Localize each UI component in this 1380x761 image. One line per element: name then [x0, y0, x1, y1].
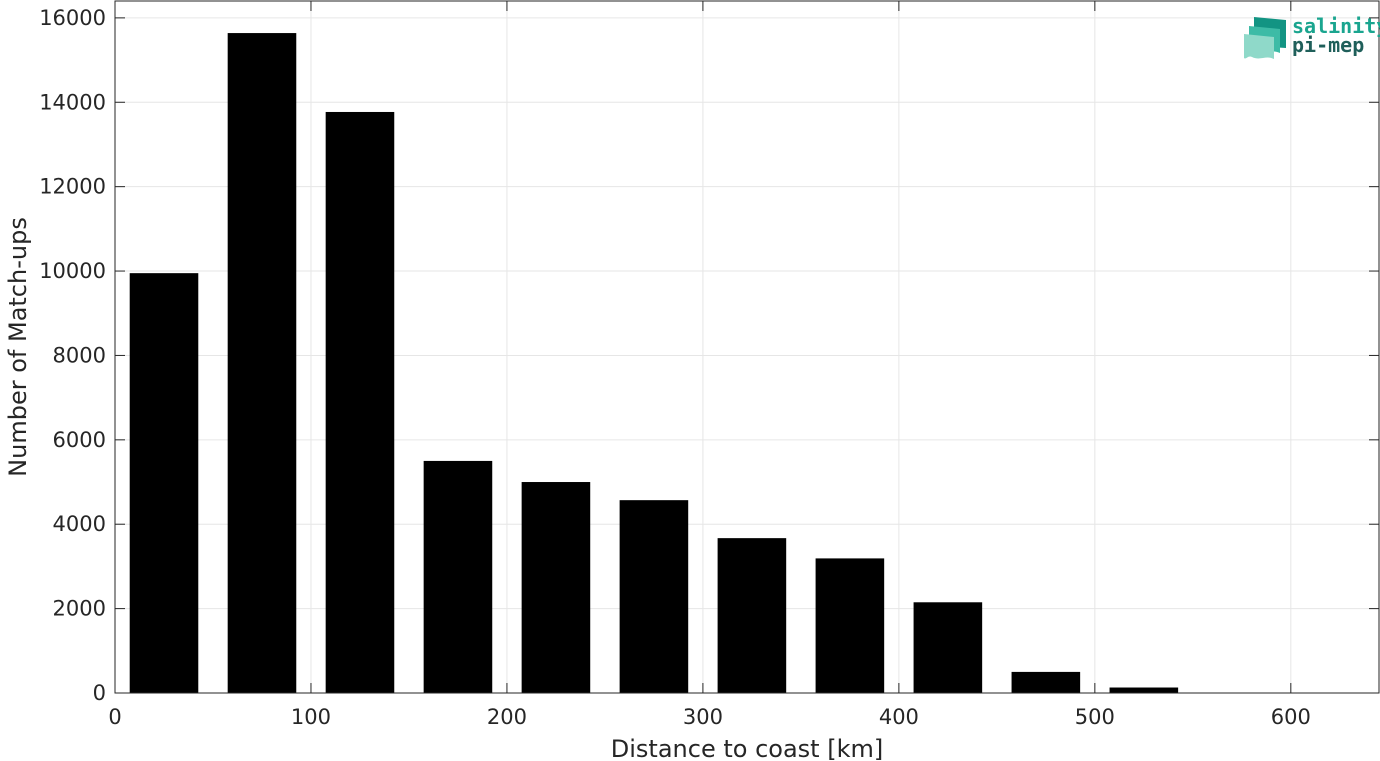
y-tick-label: 4000 [53, 512, 106, 536]
y-tick-label: 14000 [39, 90, 106, 114]
bar [521, 482, 591, 693]
y-axis-title: Number of Match-ups [4, 217, 32, 477]
bar [1011, 671, 1081, 693]
bar [325, 111, 395, 694]
x-tick-label: 500 [1075, 705, 1115, 729]
bar [619, 500, 689, 693]
x-tick-labels: 0 100 200 300 400 500 600 [108, 705, 1311, 729]
y-tick-label: 0 [93, 681, 106, 705]
bar [717, 538, 787, 693]
axes-frame [114, 0, 1380, 694]
y-tick-labels: 0 2000 4000 6000 8000 10000 12000 14000 16000 [39, 6, 106, 705]
bar [227, 33, 297, 693]
salinity-pi-mep-logo: salinity pi-mep [1244, 14, 1380, 59]
logo-text-salinity: salinity [1292, 14, 1380, 38]
y-tick-label: 6000 [53, 428, 106, 452]
y-tick-label: 2000 [53, 597, 106, 621]
logo-text-pi-mep: pi-mep [1292, 33, 1364, 57]
x-tick-label: 100 [291, 705, 331, 729]
y-tick-label: 16000 [39, 6, 106, 30]
x-axis-title: Distance to coast [km] [611, 735, 883, 761]
y-tick-label: 8000 [53, 343, 106, 367]
x-tick-label: 200 [487, 705, 527, 729]
x-tick-label: 600 [1271, 705, 1311, 729]
y-tick-label: 12000 [39, 175, 106, 199]
bars-layer [129, 33, 1179, 694]
x-tick-label: 0 [108, 705, 121, 729]
bar [129, 273, 199, 693]
bar [815, 558, 885, 693]
tick-marks [114, 1, 1379, 694]
logo-wave-icon [1244, 17, 1286, 59]
x-tick-label: 300 [683, 705, 723, 729]
bar [913, 602, 983, 693]
bar [423, 460, 493, 693]
y-tick-label: 10000 [39, 259, 106, 283]
bar [1109, 687, 1179, 693]
x-tick-label: 400 [879, 705, 919, 729]
